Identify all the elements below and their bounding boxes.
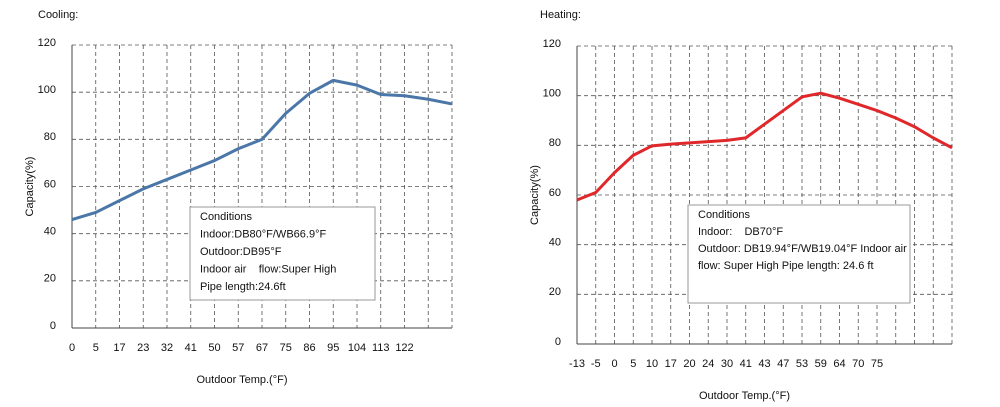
y-axis-label: Capacity(%) (529, 165, 541, 225)
x-tick-label: 24 (702, 358, 714, 370)
chart-title: Cooling: (38, 9, 78, 21)
annotation-line: Conditions (200, 211, 252, 223)
y-tick-label: 0 (555, 336, 561, 348)
annotation-box (189, 206, 376, 301)
x-tick-label: -13 (569, 358, 585, 370)
x-tick-label: 113 (372, 342, 390, 354)
x-tick-label: 5 (93, 342, 99, 354)
y-tick-label: 120 (543, 38, 561, 50)
x-tick-label: 75 (280, 342, 292, 354)
y-tick-label: 80 (44, 131, 56, 143)
x-tick-label: 30 (721, 358, 733, 370)
annotation-line: Outdoor:DB95°F (200, 246, 282, 258)
y-tick-label: 0 (50, 320, 56, 332)
y-tick-label: 20 (549, 286, 561, 298)
line-series (71, 78, 453, 221)
x-axis-label: Outdoor Temp.(°F) (196, 374, 287, 386)
y-tick-label: 80 (549, 137, 561, 149)
chart-title: Heating: (540, 9, 581, 21)
annotation-line: Pipe length:24.6ft (200, 281, 286, 293)
x-tick-label: 0 (611, 358, 617, 370)
line-series (576, 91, 953, 202)
x-tick-label: 64 (833, 358, 845, 370)
x-tick-label: 17 (665, 358, 677, 370)
x-tick-label: 17 (113, 342, 125, 354)
y-tick-label: 100 (543, 88, 561, 100)
y-tick-label: 40 (549, 237, 561, 249)
x-tick-label: -5 (591, 358, 601, 370)
y-tick-label: 60 (44, 178, 56, 190)
x-tick-label: 70 (852, 358, 864, 370)
x-tick-label: 104 (348, 342, 366, 354)
x-tick-label: 23 (137, 342, 149, 354)
x-tick-label: 41 (740, 358, 752, 370)
x-tick-label: 95 (327, 342, 339, 354)
y-axis-label: Capacity(%) (24, 157, 36, 217)
x-tick-label: 50 (208, 342, 220, 354)
annotation-line: Outdoor: DB19.94°F/WB19.04°F Indoor air (698, 243, 907, 255)
x-tick-label: 57 (232, 342, 244, 354)
x-tick-label: 10 (646, 358, 658, 370)
y-tick-label: 40 (44, 226, 56, 238)
annotation-line: Indoor air flow:Super High (200, 263, 336, 275)
x-tick-label: 20 (683, 358, 695, 370)
annotation-line: Conditions (698, 209, 750, 221)
x-tick-label: 67 (256, 342, 268, 354)
x-tick-label: 43 (758, 358, 770, 370)
x-tick-label: 47 (777, 358, 789, 370)
x-tick-label: 122 (395, 342, 413, 354)
x-tick-label: 75 (871, 358, 883, 370)
y-tick-label: 100 (38, 84, 56, 96)
x-tick-label: 59 (815, 358, 827, 370)
annotation-line: Indoor:DB80°F/WB66.9°F (200, 228, 326, 240)
x-tick-label: 53 (796, 358, 808, 370)
annotation-line: Indoor: DB70°F (698, 226, 783, 238)
x-tick-label: 41 (185, 342, 197, 354)
x-tick-label: 5 (630, 358, 636, 370)
x-axis-label: Outdoor Temp.(°F) (699, 390, 790, 402)
y-tick-label: 60 (549, 187, 561, 199)
annotation-line: flow: Super High Pipe length: 24.6 ft (698, 260, 874, 272)
x-tick-label: 86 (303, 342, 315, 354)
x-tick-label: 32 (161, 342, 173, 354)
y-tick-label: 120 (38, 37, 56, 49)
annotation-box (687, 204, 911, 304)
y-tick-label: 20 (44, 273, 56, 285)
x-tick-label: 0 (69, 342, 75, 354)
